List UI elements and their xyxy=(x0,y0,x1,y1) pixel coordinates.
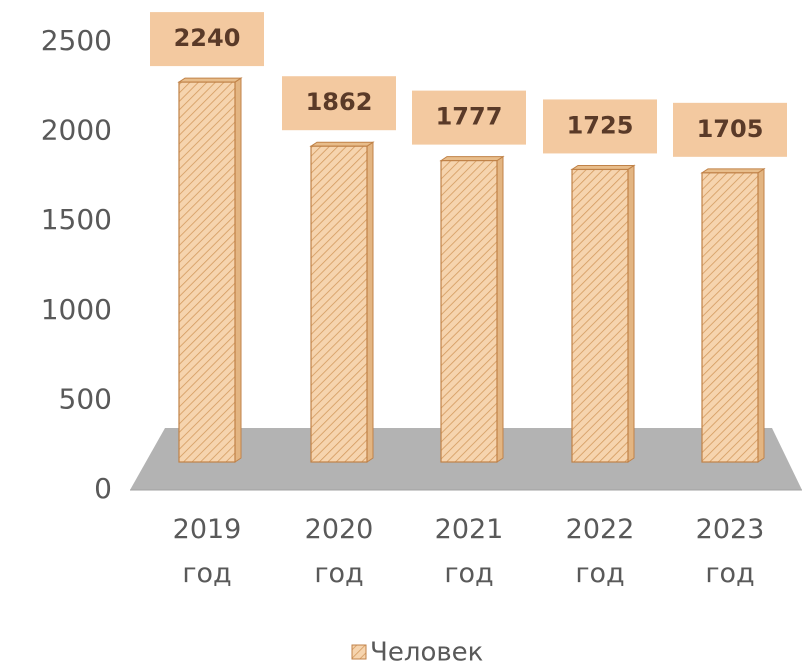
value-label: 1705 xyxy=(697,115,764,143)
value-label: 2240 xyxy=(174,24,241,52)
x-tick-label: 2022 год xyxy=(565,514,635,589)
bar-side xyxy=(496,155,504,463)
value-label-box xyxy=(673,102,787,157)
y-tick-label: 1500 xyxy=(41,203,112,236)
legend-label: Человек xyxy=(370,638,483,665)
y-tick-label: 1000 xyxy=(41,293,112,326)
y-tick-label: 500 xyxy=(59,382,112,415)
value-label: 1725 xyxy=(567,111,634,139)
x-tick-label: 2023 год xyxy=(695,514,765,589)
x-tick-label: 2021 год xyxy=(434,514,504,589)
bar-top xyxy=(309,141,375,147)
bar-side xyxy=(234,77,242,463)
value-label-box xyxy=(412,90,526,145)
x-tick-label: 2019 год xyxy=(172,514,242,589)
value-label-box xyxy=(150,12,264,67)
y-tick-label: 0 xyxy=(94,472,112,505)
bar-side xyxy=(627,164,635,463)
bar-top xyxy=(700,168,766,174)
y-tick-label: 2000 xyxy=(41,114,112,147)
bar-top xyxy=(439,156,505,162)
value-label: 1862 xyxy=(306,88,373,116)
bar xyxy=(178,81,236,463)
y-tick-label: 2500 xyxy=(41,24,112,57)
bar-side xyxy=(757,167,765,463)
x-tick-label: 2020 год xyxy=(304,514,374,589)
bar xyxy=(701,172,759,463)
legend-swatch xyxy=(351,644,367,660)
value-label-box xyxy=(543,99,657,154)
value-label-box xyxy=(282,76,396,131)
bar xyxy=(310,145,368,463)
bar xyxy=(440,160,498,463)
bar-side xyxy=(366,141,374,463)
value-label: 1777 xyxy=(436,103,503,131)
bar xyxy=(571,168,629,463)
